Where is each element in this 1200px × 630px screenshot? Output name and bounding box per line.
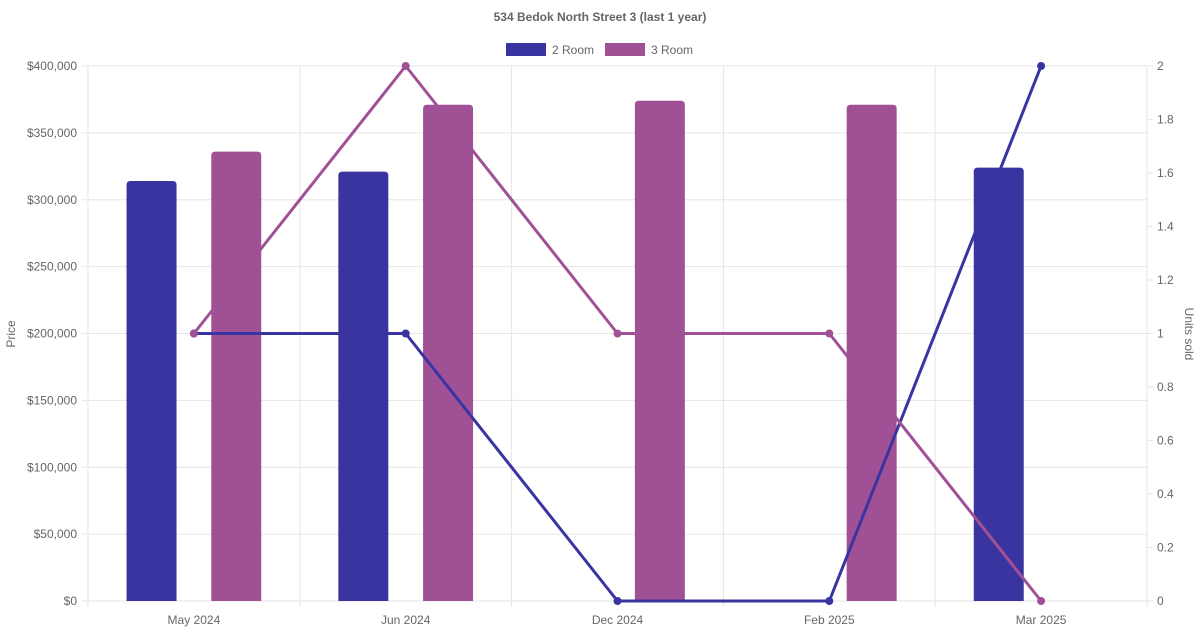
- legend: 2 Room 3 Room: [506, 43, 693, 57]
- y-tick-label: $100,000: [27, 460, 77, 474]
- y-tick-label: $0: [64, 594, 78, 608]
- y2-tick-label: 0.2: [1157, 541, 1174, 555]
- point-2-room-dec-2024[interactable]: [613, 597, 622, 605]
- point-3-room-may-2024[interactable]: [189, 329, 198, 338]
- y-tick-label: $300,000: [27, 193, 77, 207]
- point-2-room-mar-2025[interactable]: [1037, 62, 1046, 70]
- y-tick-label: $400,000: [27, 59, 77, 73]
- point-3-room-jun-2024[interactable]: [401, 62, 410, 70]
- y2-tick-label: 0.8: [1157, 380, 1174, 394]
- y2-tick-label: 1.4: [1157, 220, 1174, 234]
- legend-swatch-3-room[interactable]: [605, 43, 645, 56]
- x-tick-label: Dec 2024: [592, 613, 644, 627]
- point-3-room-feb-2025[interactable]: [825, 329, 834, 338]
- point-2-room-jun-2024[interactable]: [401, 329, 410, 338]
- legend-label-3-room[interactable]: 3 Room: [651, 43, 693, 57]
- y-tick-label: $150,000: [27, 393, 77, 407]
- legend-swatch-2-room[interactable]: [506, 43, 546, 56]
- bars: [126, 100, 1024, 602]
- y2-tick-label: 0.4: [1157, 487, 1174, 501]
- y-tick-label: $50,000: [34, 527, 78, 541]
- bar-2-room-mar-2025[interactable]: [973, 167, 1024, 601]
- x-tick-label: Mar 2025: [1016, 613, 1067, 627]
- y-tick-label: $200,000: [27, 327, 77, 341]
- bar-3-room-jun-2024[interactable]: [423, 104, 474, 601]
- point-3-room-dec-2024[interactable]: [613, 329, 622, 338]
- x-tick-label: Jun 2024: [381, 613, 431, 627]
- y-axis-ticks: $0 $50,000 $100,000 $150,000 $200,000 $250,00…: [27, 59, 77, 608]
- y2-tick-label: 1: [1157, 327, 1164, 341]
- bar-2-room-jun-2024[interactable]: [338, 171, 389, 601]
- lines: [189, 62, 1046, 605]
- y2-tick-label: 0: [1157, 594, 1164, 608]
- x-tick-label: Feb 2025: [804, 613, 855, 627]
- bar-3-room-dec-2024[interactable]: [634, 100, 685, 602]
- x-axis-ticks: May 2024 Jun 2024 Dec 2024 Feb 2025 Mar 2025: [168, 613, 1067, 627]
- y-tick-label: $250,000: [27, 260, 77, 274]
- legend-label-2-room[interactable]: 2 Room: [552, 43, 594, 57]
- bar-2-room-may-2024[interactable]: [126, 181, 177, 601]
- y2-axis-ticks: 0 0.2 0.4 0.6 0.8 1 1.2 1.4 1.6 1.8 2: [1157, 59, 1174, 608]
- y2-tick-label: 0.6: [1157, 434, 1174, 448]
- point-3-room-mar-2025[interactable]: [1037, 597, 1046, 605]
- point-2-room-feb-2025[interactable]: [825, 597, 834, 605]
- y2-tick-label: 2: [1157, 59, 1164, 73]
- x-tick-label: May 2024: [168, 613, 221, 627]
- y-tick-label: $350,000: [27, 126, 77, 140]
- y2-tick-label: 1.2: [1157, 273, 1174, 287]
- bar-3-room-may-2024[interactable]: [211, 151, 262, 601]
- chart-title: 534 Bedok North Street 3 (last 1 year): [494, 10, 707, 24]
- y2-tick-label: 1.8: [1157, 113, 1174, 127]
- y2-tick-label: 1.6: [1157, 166, 1174, 180]
- bar-3-room-feb-2025[interactable]: [846, 104, 897, 601]
- y-axis-title: Price: [4, 320, 18, 348]
- y2-axis-title: Units sold: [1182, 308, 1196, 361]
